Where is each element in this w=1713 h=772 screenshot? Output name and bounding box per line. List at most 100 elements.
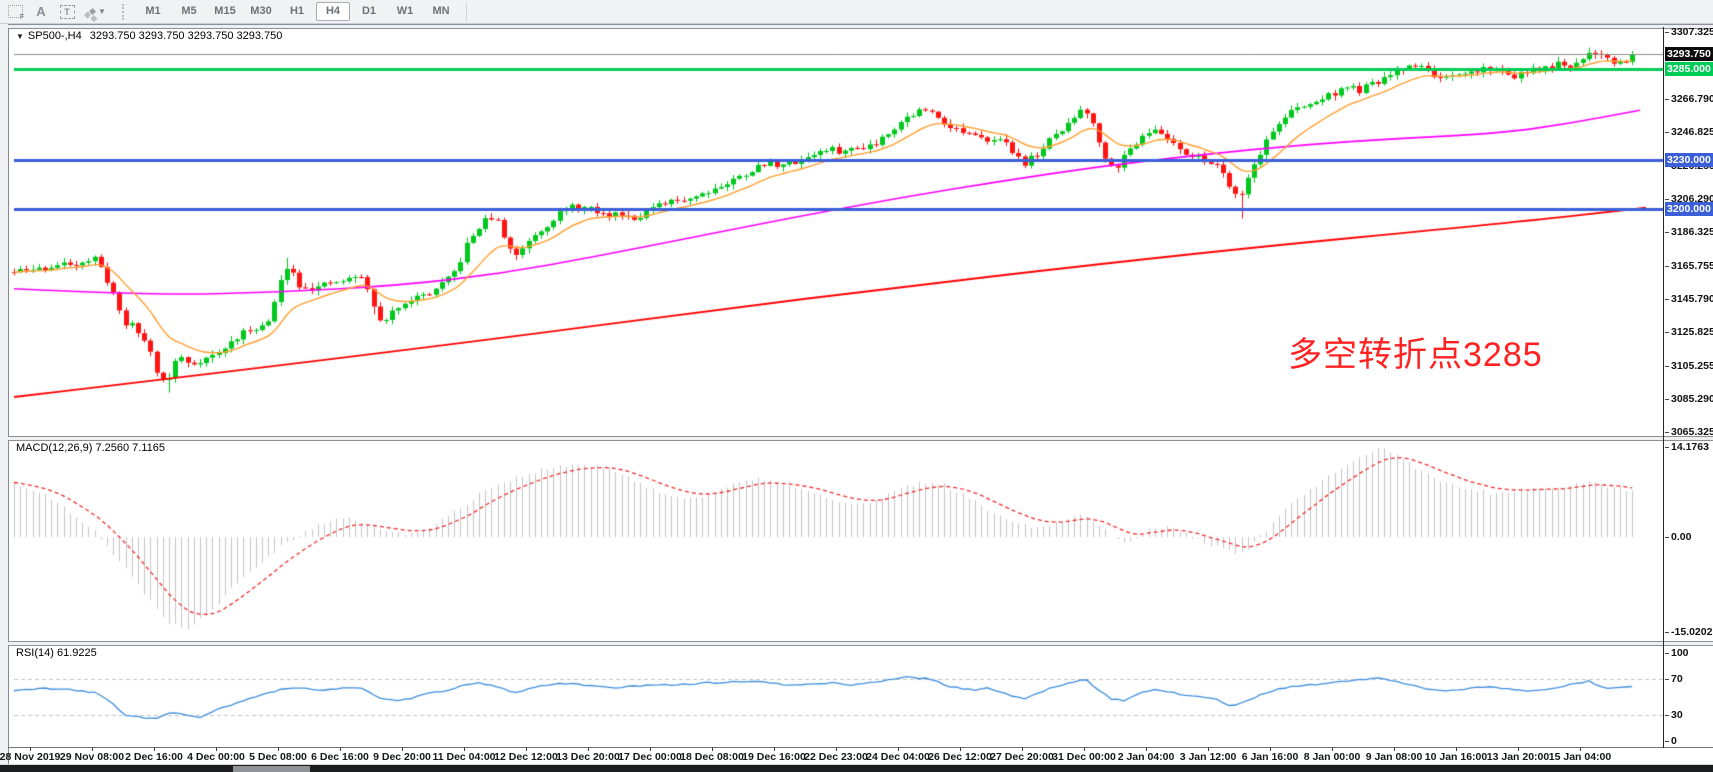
- price-axis-label: 3266.790: [1665, 93, 1713, 105]
- toolbar: F A T ▼ M1 M5 M15 M30 H1 H4 D1 W1 MN: [0, 0, 1713, 24]
- date-label: 28 Nov 2019: [0, 751, 61, 763]
- annotation-text[interactable]: 多空转折点3285: [1288, 336, 1543, 374]
- timeframe-button-m30[interactable]: M30: [250, 5, 272, 17]
- date-label: 24 Dec 04:00: [866, 751, 930, 763]
- date-tick: [650, 747, 651, 751]
- macd-axis-label: 14.1763: [1665, 440, 1709, 453]
- date-label: 2 Dec 16:00: [125, 751, 183, 763]
- date-label: 6 Jan 16:00: [1241, 751, 1299, 763]
- main-chart-canvas[interactable]: [0, 28, 1663, 436]
- date-tick: [464, 747, 465, 751]
- rsi-axis-label: 0: [1665, 735, 1677, 747]
- date-label: 31 Dec 00:00: [1052, 751, 1116, 763]
- price-axis-label: 3105.255: [1665, 360, 1713, 372]
- window-border-left: [8, 24, 9, 772]
- toolbar-separator: [466, 2, 467, 21]
- chart-collapse-icon[interactable]: ▼: [16, 32, 24, 41]
- date-label: 12 Dec 12:00: [494, 751, 558, 763]
- date-tick: [960, 747, 961, 751]
- date-label: 9 Jan 08:00: [1365, 751, 1423, 763]
- price-axis-line: [1663, 27, 1664, 748]
- window-left-gutter: [0, 24, 8, 772]
- macd-axis-label: 0.00: [1664, 531, 1692, 543]
- date-label: 17 Dec 00:00: [618, 751, 682, 763]
- date-tick: [1518, 747, 1519, 751]
- date-tick: [340, 747, 341, 751]
- price-badge: 3293.750: [1665, 47, 1713, 62]
- date-tick: [898, 747, 899, 751]
- macd-axis-label: -15.0202: [1664, 626, 1713, 639]
- price-badge: 3200.000: [1665, 202, 1713, 217]
- price-axis-label: 3145.790: [1665, 293, 1713, 305]
- rsi-indicator-canvas[interactable]: [0, 645, 1663, 747]
- date-label: 15 Jan 04:00: [1548, 751, 1612, 763]
- rsi-axis-label: 30: [1665, 708, 1683, 721]
- date-tick: [1394, 747, 1395, 751]
- date-tick: [216, 747, 217, 751]
- date-tick: [1332, 747, 1333, 751]
- date-label: 27 Dec 20:00: [990, 751, 1054, 763]
- panel-separator-rsi[interactable]: [8, 641, 1713, 646]
- date-label: 11 Dec 04:00: [432, 751, 496, 763]
- date-label: 5 Dec 08:00: [249, 751, 307, 763]
- date-tick: [1146, 747, 1147, 751]
- chevron-down-icon: ▼: [98, 7, 106, 16]
- chart-ohlc-values: 3293.750 3293.750 3293.750 3293.750: [89, 30, 283, 42]
- rsi-label: RSI(14) 61.9225: [16, 647, 97, 659]
- date-tick: [774, 747, 775, 751]
- selection-template-icon[interactable]: F: [5, 3, 25, 21]
- date-tick: [1270, 747, 1271, 751]
- timeframe-button-m15[interactable]: M15: [214, 5, 236, 17]
- date-label: 29 Nov 08:00: [59, 751, 125, 763]
- price-axis-label: 3125.825: [1665, 326, 1713, 338]
- date-label: 6 Dec 16:00: [311, 751, 369, 763]
- rsi-axis-label: 100: [1665, 647, 1689, 659]
- price-badge: 3285.000: [1665, 61, 1713, 76]
- date-label: 22 Dec 23:00: [804, 751, 868, 763]
- price-axis-label: 3246.825: [1665, 126, 1713, 138]
- date-tick: [30, 747, 31, 751]
- rsi-bottom-border: [8, 747, 1713, 748]
- timeframe-button-m5[interactable]: M5: [181, 5, 197, 17]
- macd-label: MACD(12,26,9) 7.2560 7.1165: [16, 442, 165, 454]
- date-label: 26 Dec 12:00: [928, 751, 992, 763]
- price-axis-label: 3307.325: [1665, 26, 1713, 38]
- date-label: 2 Jan 04:00: [1117, 751, 1175, 763]
- text-label-icon[interactable]: A: [36, 4, 46, 19]
- rsi-axis-label: 70: [1665, 673, 1683, 686]
- date-label: 10 Jan 16:00: [1424, 751, 1488, 763]
- date-tick: [1208, 747, 1209, 751]
- price-badge: 3230.000: [1665, 152, 1713, 167]
- date-tick: [154, 747, 155, 751]
- color-cycle-glyph: [88, 7, 97, 16]
- timeframe-button-m1[interactable]: M1: [145, 5, 161, 17]
- dotted-selection-icon: [7, 5, 23, 18]
- scrollbar-thumb[interactable]: [233, 766, 310, 772]
- price-axis-label: 3165.755: [1665, 260, 1713, 272]
- timeframe-bar: M1 M5 M15 M30 H1 H4 D1 W1 MN: [136, 2, 458, 21]
- panel-separator-macd[interactable]: [8, 436, 1713, 441]
- toolbar-drag-handle[interactable]: [122, 3, 127, 20]
- macd-indicator-canvas[interactable]: [0, 440, 1663, 641]
- selection-f-label: F: [19, 13, 24, 21]
- horizontal-scrollbar[interactable]: [0, 764, 1713, 772]
- price-axis-label: 3186.325: [1665, 226, 1713, 238]
- date-label: 4 Dec 00:00: [187, 751, 245, 763]
- timeframe-button-d1[interactable]: D1: [361, 5, 377, 17]
- timeframe-button-h1[interactable]: H1: [289, 5, 305, 17]
- color-cycle-icon[interactable]: ▼: [83, 3, 113, 21]
- date-tick: [1022, 747, 1023, 751]
- date-tick: [712, 747, 713, 751]
- date-label: 13 Jan 20:00: [1486, 751, 1550, 763]
- text-box-icon[interactable]: T: [57, 3, 77, 21]
- price-axis-label: 3065.325: [1665, 426, 1713, 438]
- window-border-top: [8, 24, 1713, 29]
- date-tick: [588, 747, 589, 751]
- timeframe-button-w1[interactable]: W1: [396, 5, 414, 17]
- timeframe-button-mn[interactable]: MN: [432, 5, 450, 17]
- timeframe-button-h4[interactable]: H4: [316, 2, 350, 21]
- date-label: 19 Dec 16:00: [742, 751, 806, 763]
- date-label: 18 Dec 08:00: [680, 751, 744, 763]
- date-tick: [836, 747, 837, 751]
- date-tick: [1084, 747, 1085, 751]
